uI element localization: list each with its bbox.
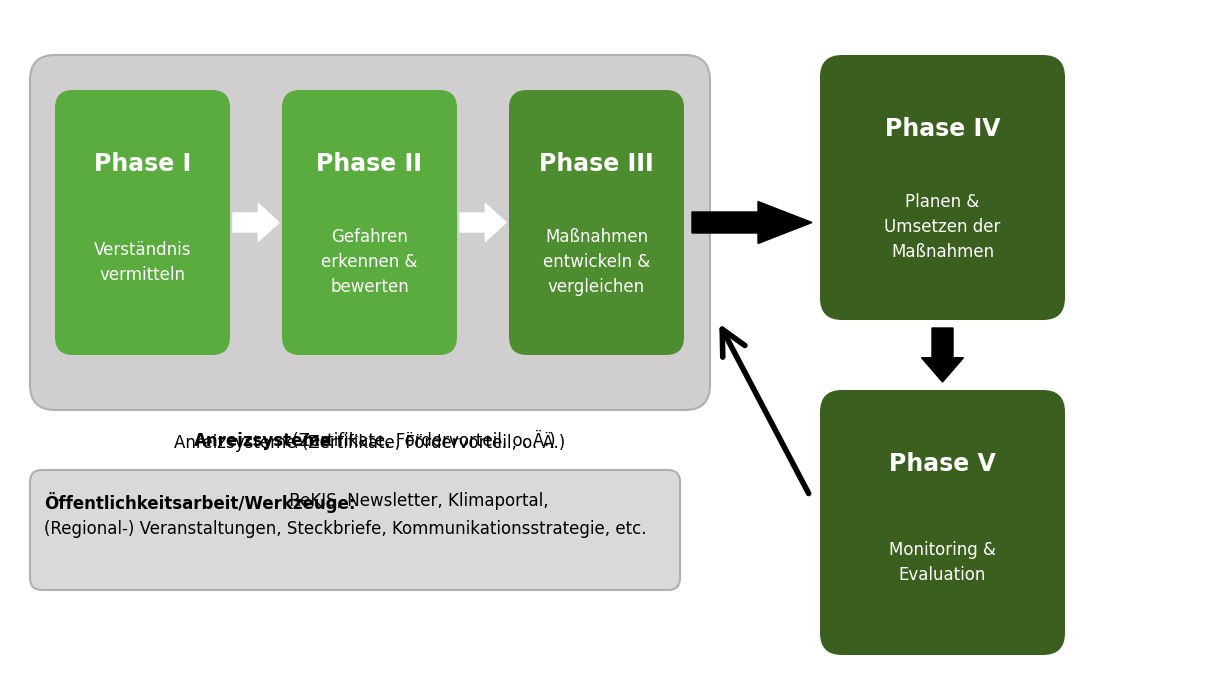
- Polygon shape: [233, 203, 279, 241]
- Text: Phase III: Phase III: [539, 152, 654, 176]
- Text: (Regional-) Veranstaltungen, Steckbriefe, Kommunikationsstrategie, etc.: (Regional-) Veranstaltungen, Steckbriefe…: [43, 520, 646, 538]
- Text: Gefahren
erkennen &
bewerten: Gefahren erkennen & bewerten: [321, 228, 418, 296]
- Text: Anreizsysteme: Anreizsysteme: [193, 432, 332, 450]
- Text: Phase I: Phase I: [94, 152, 191, 176]
- FancyBboxPatch shape: [820, 55, 1065, 320]
- Text: Monitoring &
Evaluation: Monitoring & Evaluation: [889, 541, 995, 584]
- FancyBboxPatch shape: [509, 90, 684, 355]
- Text: Phase II: Phase II: [316, 152, 423, 176]
- FancyBboxPatch shape: [820, 390, 1065, 655]
- Polygon shape: [692, 201, 812, 243]
- FancyBboxPatch shape: [56, 90, 230, 355]
- FancyBboxPatch shape: [30, 55, 710, 410]
- Text: Verständnis
vermitteln: Verständnis vermitteln: [94, 241, 191, 284]
- Text: Maßnahmen
entwickeln &
vergleichen: Maßnahmen entwickeln & vergleichen: [542, 228, 650, 296]
- Text: Phase IV: Phase IV: [884, 117, 1000, 141]
- FancyBboxPatch shape: [281, 90, 457, 355]
- Text: Phase V: Phase V: [889, 452, 995, 476]
- Text: (Zertifikate, Fördervorteil, o. Ä.): (Zertifikate, Fördervorteil, o. Ä.): [288, 432, 556, 450]
- Text: Anreizsysteme (Zertifikate, Fördervorteil, o. Ä.): Anreizsysteme (Zertifikate, Fördervortei…: [174, 432, 565, 452]
- Text: Öffentlichkeitsarbeit/Werkzeuge:: Öffentlichkeitsarbeit/Werkzeuge:: [43, 492, 355, 513]
- Polygon shape: [460, 203, 506, 241]
- Polygon shape: [922, 328, 964, 382]
- Text: ReKIS, Newsletter, Klimaportal,: ReKIS, Newsletter, Klimaportal,: [284, 492, 548, 510]
- Text: Planen &
Umsetzen der
Maßnahmen: Planen & Umsetzen der Maßnahmen: [884, 193, 1000, 261]
- FancyBboxPatch shape: [30, 470, 680, 590]
